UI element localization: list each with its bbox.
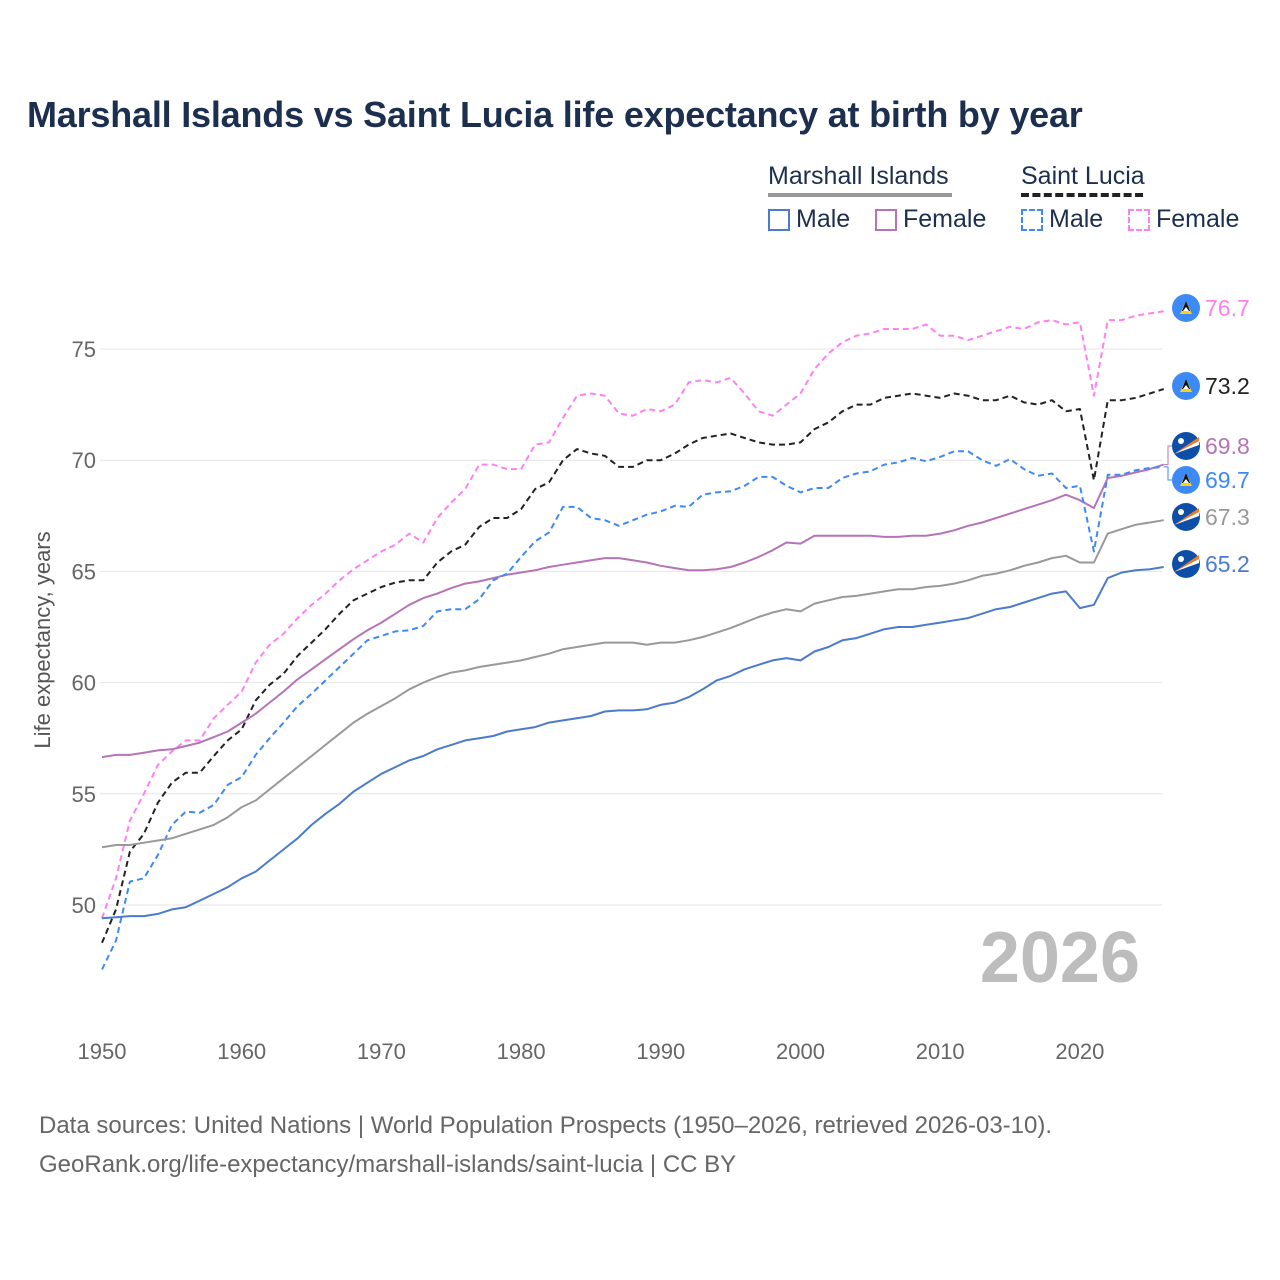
footer-link[interactable]: GeoRank.org/life-expectancy/marshall-isl… (39, 1151, 737, 1178)
x-tick-label: 1950 (78, 1039, 127, 1064)
legend-swatch (875, 208, 897, 231)
series-line-mh_male (101, 566, 1164, 920)
legend-item-mh-male[interactable]: Male (768, 205, 850, 234)
series-line-mh_total (101, 519, 1164, 849)
marshall-islands-flag-icon (1172, 503, 1200, 531)
legend-label: Female (1156, 205, 1240, 233)
x-tick-label: 1990 (636, 1039, 685, 1064)
y-tick-label: 70 (72, 448, 96, 473)
end-value-label: 69.7 (1205, 467, 1250, 493)
saint-lucia-flag-icon (1172, 372, 1200, 400)
legend-label: Male (1049, 205, 1104, 233)
footer-sources: Data sources: United Nations | World Pop… (39, 1112, 1053, 1139)
legend-swatch (768, 208, 790, 231)
saint-lucia-flag-icon (1172, 466, 1200, 494)
legend-group-label: Marshall Islands (768, 162, 949, 190)
legend-group-label: Saint Lucia (1021, 162, 1145, 190)
x-tick-label: 1980 (497, 1039, 546, 1064)
series-line-sl_female (101, 310, 1164, 919)
x-tick-label: 2010 (916, 1039, 965, 1064)
end-value-label: 76.7 (1205, 295, 1250, 321)
marshall-islands-flag-icon (1172, 432, 1200, 460)
legend-item-sl-male[interactable]: Male (1021, 205, 1103, 234)
y-tick-label: 60 (72, 671, 96, 696)
end-value-label: 73.2 (1205, 373, 1250, 399)
legend-label: Male (796, 205, 851, 233)
legend-group-line (1021, 193, 1143, 197)
series-line-sl_male (101, 450, 1164, 970)
year-watermark: 2026 (980, 918, 1140, 998)
label-connector (1164, 445, 1172, 466)
marshall-islands-flag-icon (1172, 550, 1200, 578)
x-tick-label: 2000 (776, 1039, 825, 1064)
end-value-label: 65.2 (1205, 551, 1250, 577)
x-tick-label: 1960 (217, 1039, 266, 1064)
legend-group-line (768, 193, 952, 197)
y-axis-label: Life expectancy, years (30, 531, 55, 748)
label-connector (1164, 466, 1172, 481)
series-line-mh_female (101, 463, 1165, 759)
series-line-sl_total (101, 388, 1165, 944)
x-tick-label: 1970 (357, 1039, 406, 1064)
chart-title: Marshall Islands vs Saint Lucia life exp… (27, 94, 1083, 135)
end-value-label: 69.8 (1205, 433, 1250, 459)
y-tick-label: 55 (72, 782, 96, 807)
legend-swatch (1128, 208, 1150, 231)
footer: Data sources: United Nations | World Pop… (39, 1106, 1052, 1184)
legend-swatch (1021, 208, 1043, 231)
x-tick-label: 2020 (1055, 1039, 1104, 1064)
legend-group-marshall-islands: Marshall Islands (768, 162, 952, 197)
saint-lucia-flag-icon (1172, 294, 1200, 322)
end-value-label: 67.3 (1205, 504, 1250, 530)
legend-label: Female (903, 205, 987, 233)
y-tick-label: 65 (72, 559, 96, 584)
legend-group-saint-lucia: Saint Lucia (1021, 162, 1145, 197)
y-tick-label: 75 (72, 337, 96, 362)
legend-item-mh-female[interactable]: Female (875, 205, 986, 234)
y-tick-label: 50 (72, 893, 96, 918)
legend-item-sl-female[interactable]: Female (1128, 205, 1239, 234)
